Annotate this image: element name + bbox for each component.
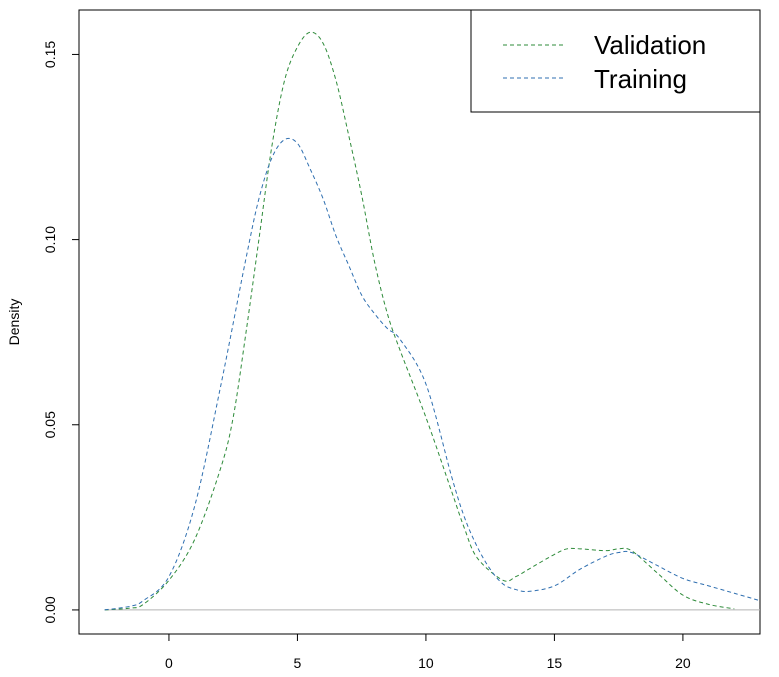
y-tick-label: 0.00 (42, 596, 58, 623)
series-line-training (104, 137, 761, 611)
x-tick-label: 0 (165, 655, 173, 671)
y-axis: 0.00 0.05 0.10 0.15 (42, 41, 80, 624)
y-tick-label: 0.15 (42, 41, 58, 68)
y-tick-label: 0.05 (42, 411, 58, 438)
legend-label-validation: Validation (594, 30, 706, 60)
legend-box (470, 9, 761, 113)
x-axis: 0 5 10 15 20 (165, 633, 691, 671)
series-layer (104, 31, 761, 611)
y-tick-label: 0.10 (42, 226, 58, 253)
x-tick-label: 10 (418, 655, 434, 671)
y-axis-title: Density (6, 299, 22, 346)
legend-label-training: Training (594, 64, 687, 94)
x-tick-label: 15 (547, 655, 563, 671)
x-tick-label: 20 (675, 655, 691, 671)
x-tick-label: 5 (294, 655, 302, 671)
legend[interactable]: Validation Training (470, 9, 761, 113)
series-line-validation (104, 31, 735, 611)
